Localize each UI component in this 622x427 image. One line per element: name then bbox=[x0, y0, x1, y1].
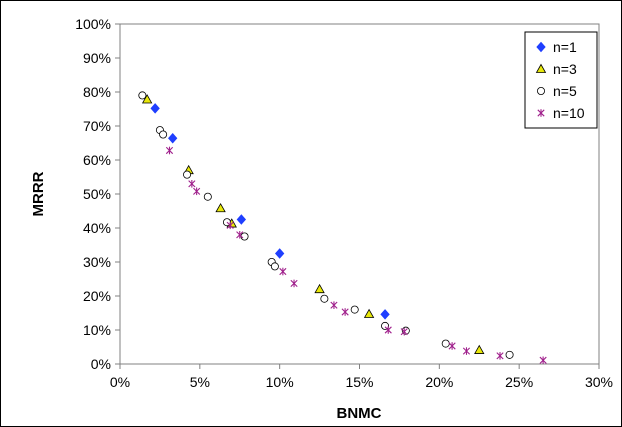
legend-label: n=10 bbox=[553, 105, 585, 121]
x-tick-label: 0% bbox=[110, 374, 130, 390]
point-n3 bbox=[363, 308, 375, 318]
y-tick-label: 70% bbox=[83, 118, 111, 134]
x-tick-label: 10% bbox=[266, 374, 294, 390]
y-tick-label: 50% bbox=[83, 186, 111, 202]
point-n5 bbox=[320, 294, 329, 303]
point-n10 bbox=[384, 326, 392, 334]
point-n5 bbox=[138, 91, 147, 100]
y-axis: 0% 10% 20% 30% 40% 50% 60% 70% 80% 90% 100% bbox=[75, 16, 120, 372]
point-n5 bbox=[350, 305, 359, 314]
y-tick-label: 10% bbox=[83, 322, 111, 338]
y-tick-label: 30% bbox=[83, 254, 111, 270]
y-axis-title: MRRR bbox=[30, 171, 47, 216]
y-tick-label: 80% bbox=[83, 84, 111, 100]
legend-marker bbox=[535, 63, 547, 73]
x-axis-title: BNMC bbox=[337, 405, 382, 422]
point-n5 bbox=[381, 321, 390, 330]
point-n1 bbox=[168, 132, 178, 144]
point-n5 bbox=[270, 262, 279, 271]
point-n10 bbox=[539, 356, 547, 365]
point-n3 bbox=[141, 94, 153, 104]
legend-marker bbox=[536, 41, 546, 53]
y-tick-label: 60% bbox=[83, 152, 111, 168]
data-points bbox=[138, 91, 547, 365]
y-tick-label: 20% bbox=[83, 288, 111, 304]
x-axis: 0% 5% 10% 15% 20% 25% 30% bbox=[110, 364, 613, 390]
point-n1 bbox=[236, 214, 247, 225]
legend-marker bbox=[537, 109, 545, 117]
point-n5 bbox=[505, 350, 514, 359]
point-n10 bbox=[341, 308, 349, 316]
point-n3 bbox=[215, 202, 226, 213]
point-n1 bbox=[380, 309, 390, 320]
point-n5 bbox=[441, 339, 450, 348]
legend-label: n=5 bbox=[553, 83, 577, 99]
y-tick-label: 40% bbox=[83, 220, 111, 236]
point-n10 bbox=[462, 347, 471, 355]
y-tick-label: 90% bbox=[83, 50, 111, 66]
point-n10 bbox=[188, 180, 196, 188]
legend-label: n=1 bbox=[553, 39, 577, 55]
point-n5 bbox=[183, 170, 192, 179]
y-tick-label: 0% bbox=[91, 356, 111, 372]
x-tick-label: 25% bbox=[505, 374, 533, 390]
point-n10 bbox=[496, 352, 504, 360]
point-n10 bbox=[330, 301, 338, 309]
legend-label: n=3 bbox=[553, 61, 577, 77]
point-n10 bbox=[279, 267, 287, 276]
point-n10 bbox=[236, 231, 244, 239]
point-n5 bbox=[159, 130, 168, 139]
x-tick-label: 5% bbox=[190, 374, 210, 390]
point-n10 bbox=[165, 146, 174, 155]
legend: n=1 n=3 n=5 n=10 bbox=[524, 31, 598, 129]
point-n10 bbox=[193, 187, 201, 196]
point-n10 bbox=[226, 221, 234, 230]
point-n5 bbox=[203, 192, 212, 201]
legend-box bbox=[524, 31, 598, 129]
x-tick-label: 20% bbox=[425, 374, 453, 390]
y-tick-label: 100% bbox=[75, 16, 111, 32]
x-tick-label: 15% bbox=[345, 374, 373, 390]
point-n1 bbox=[274, 248, 285, 259]
legend-marker bbox=[537, 87, 546, 96]
x-tick-label: 30% bbox=[585, 374, 613, 390]
point-n10 bbox=[290, 279, 298, 288]
point-n10 bbox=[448, 342, 456, 350]
point-n3 bbox=[314, 283, 325, 294]
point-n10 bbox=[400, 327, 408, 336]
point-n1 bbox=[150, 103, 160, 114]
point-n3 bbox=[474, 344, 485, 354]
